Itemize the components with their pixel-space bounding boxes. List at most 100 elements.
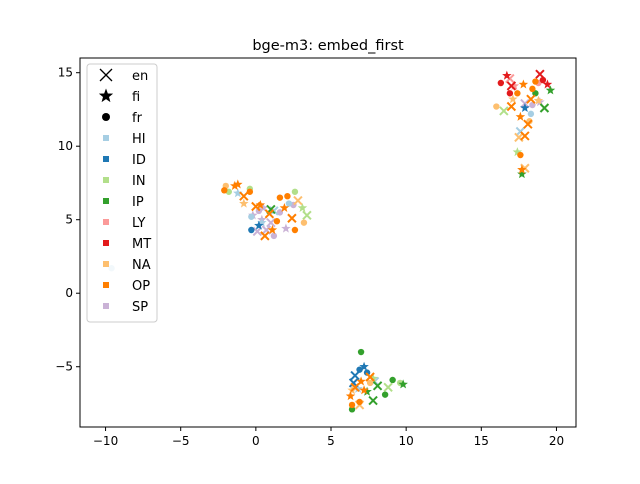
point-ip xyxy=(539,103,550,113)
point-sp xyxy=(270,232,278,240)
x-tick-label: 5 xyxy=(327,434,335,448)
point-op xyxy=(276,194,284,201)
point-id xyxy=(356,366,363,373)
legend-label: fi xyxy=(132,90,140,105)
x-tick-label: 15 xyxy=(474,434,489,448)
legend-label: NA xyxy=(132,258,151,273)
point-mt xyxy=(542,79,553,89)
point-sp xyxy=(266,217,276,228)
point-op xyxy=(345,391,356,401)
x-tick-label: −5 xyxy=(172,434,190,448)
point-op xyxy=(251,201,261,212)
point-op xyxy=(356,398,363,406)
point-op xyxy=(365,372,375,382)
point-mt xyxy=(535,69,545,79)
legend-label: ID xyxy=(132,153,146,168)
point-op xyxy=(515,111,526,121)
point-na xyxy=(533,95,544,105)
point-ip xyxy=(372,381,383,391)
y-tick-label: −5 xyxy=(55,360,73,374)
x-tick-label: 10 xyxy=(399,434,414,448)
point-na xyxy=(493,103,500,110)
legend-swatch-op xyxy=(103,282,109,288)
point-op xyxy=(526,94,536,104)
plot-area xyxy=(80,58,576,427)
point-op xyxy=(517,151,524,159)
point-na xyxy=(366,379,374,387)
legend-label: LY xyxy=(132,216,146,231)
legend-swatch-na xyxy=(103,261,109,267)
legend-label: OP xyxy=(132,279,150,294)
point-mt xyxy=(506,81,517,91)
point-hi xyxy=(257,217,267,227)
point-op xyxy=(284,192,291,200)
point-ip xyxy=(389,376,396,384)
point-op xyxy=(260,231,270,241)
point-op xyxy=(348,401,356,409)
point-in xyxy=(368,373,378,383)
point-hi xyxy=(233,188,243,198)
point-op xyxy=(291,226,299,234)
point-id xyxy=(248,226,255,234)
point-op xyxy=(230,180,240,190)
legend-swatch-hi xyxy=(103,135,109,141)
point-id xyxy=(520,102,530,113)
point-na xyxy=(508,94,518,104)
point-sp xyxy=(281,223,291,233)
point-in xyxy=(291,188,299,195)
legend-marker-x xyxy=(99,68,113,82)
y-tick-label: 15 xyxy=(58,66,73,80)
point-ip xyxy=(517,169,527,179)
point-ip xyxy=(362,386,372,396)
point-op xyxy=(246,188,254,195)
point-id xyxy=(254,220,264,230)
legend-label: HI xyxy=(132,132,146,147)
legend-swatch-ip xyxy=(103,198,109,204)
point-ip xyxy=(398,379,408,389)
legend-swatch-mt xyxy=(103,240,109,246)
point-hi xyxy=(285,200,293,207)
y-tick-label: 0 xyxy=(65,286,73,300)
point-ip xyxy=(381,391,389,398)
legend-label: MT xyxy=(132,237,151,252)
point-op xyxy=(255,200,266,210)
point-hi xyxy=(527,110,535,118)
point-id xyxy=(350,370,360,381)
x-tick-label: −10 xyxy=(93,434,118,448)
point-hi xyxy=(353,383,363,393)
point-na xyxy=(293,195,303,206)
point-hi xyxy=(248,213,255,220)
point-op xyxy=(520,131,530,141)
point-op xyxy=(267,225,278,235)
point-op xyxy=(506,101,517,112)
y-axis: −5 0 5 10 15 xyxy=(55,66,80,374)
point-ip xyxy=(348,406,356,413)
legend-label: en xyxy=(132,69,148,84)
point-mt xyxy=(539,76,547,84)
legend-label: fr xyxy=(132,111,143,126)
point-ip xyxy=(368,395,378,406)
legend-label: IN xyxy=(132,174,146,189)
point-op xyxy=(514,90,521,97)
legend-marker-circle xyxy=(102,113,110,121)
x-tick-label: 0 xyxy=(252,434,260,448)
point-na xyxy=(300,219,308,226)
point-op xyxy=(532,78,539,85)
legend-box xyxy=(86,63,158,323)
legend-label: IP xyxy=(132,195,144,210)
point-in xyxy=(302,210,312,221)
legend-swatch-sp xyxy=(103,303,109,309)
chart-title: bge-m3: embed_first xyxy=(252,38,404,54)
point-op xyxy=(279,202,290,212)
point-sp xyxy=(258,202,269,212)
point-in xyxy=(499,106,509,116)
point-op xyxy=(233,179,243,189)
point-ip xyxy=(357,348,365,356)
point-op xyxy=(523,119,533,129)
point-op xyxy=(529,85,536,93)
x-axis: −10 −5 0 5 10 15 20 xyxy=(93,427,564,448)
point-mt xyxy=(502,70,512,80)
point-op xyxy=(356,376,366,386)
